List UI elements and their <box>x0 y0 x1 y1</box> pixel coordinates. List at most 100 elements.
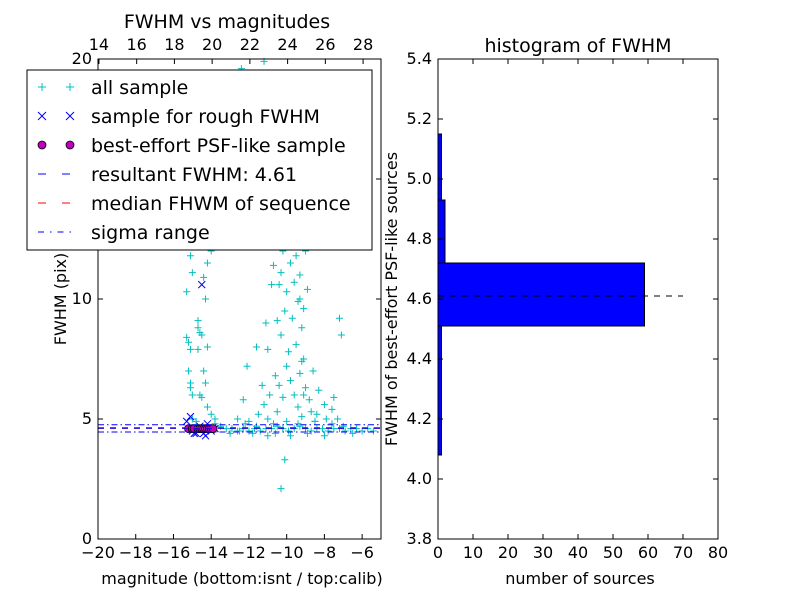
all-sample-point <box>283 362 291 370</box>
y-tick-label: 5.2 <box>407 109 432 128</box>
all-sample-point <box>288 314 296 322</box>
top-tick-label: 24 <box>277 35 297 54</box>
all-sample-point <box>300 391 308 399</box>
legend: all sample sample for rough FWHM best-effo… <box>26 69 373 251</box>
all-sample-point <box>277 331 285 339</box>
all-sample-point <box>192 417 200 425</box>
all-sample-point <box>273 408 281 416</box>
x-tick-label: −18 <box>119 543 153 562</box>
all-sample-point <box>200 273 208 281</box>
all-sample-point <box>198 393 206 401</box>
all-sample-point <box>275 381 283 389</box>
all-sample-point <box>296 295 304 303</box>
left-chart-title: FWHM vs magnitudes <box>124 11 330 33</box>
all-sample-point <box>285 348 293 356</box>
all-sample-point <box>283 288 291 296</box>
top-tick-label: 26 <box>315 35 335 54</box>
all-sample-point <box>303 285 311 293</box>
all-sample-point <box>290 391 298 399</box>
all-sample-point <box>203 403 211 411</box>
all-sample-point <box>320 401 328 409</box>
legend-label: median FHWM of sequence <box>91 193 351 215</box>
histogram-bar <box>437 262 645 327</box>
legend-entry: all sample <box>38 77 188 99</box>
top-tick-label: 14 <box>89 35 109 54</box>
legend-box <box>26 69 373 251</box>
top-tick-label: 22 <box>240 35 260 54</box>
all-sample-point <box>245 417 253 425</box>
all-sample-point <box>245 427 253 435</box>
all-sample-point <box>281 456 289 464</box>
top-tick-label: 28 <box>353 35 373 54</box>
y-tick-label: 5.0 <box>407 169 432 188</box>
x-tick-label: −12 <box>232 543 266 562</box>
all-sample-point <box>283 417 291 425</box>
x-tick-label: 30 <box>533 543 553 562</box>
all-sample-point <box>200 367 208 375</box>
all-sample-point <box>298 324 306 332</box>
all-sample-point <box>322 415 330 423</box>
rough-sample-point <box>182 417 191 426</box>
x-tick-label: 10 <box>463 543 483 562</box>
all-sample-point <box>292 252 300 260</box>
all-sample-point <box>286 432 294 440</box>
all-sample-point <box>264 415 272 423</box>
x-tick-label: 20 <box>498 543 518 562</box>
all-sample-point <box>303 429 311 437</box>
all-sample-point <box>279 393 287 401</box>
all-sample-point <box>254 410 262 418</box>
legend-marker <box>37 140 47 150</box>
all-sample-point <box>234 415 242 423</box>
rough-sample-point <box>201 431 210 440</box>
top-tick-label: 18 <box>164 35 184 54</box>
legend-label: resultant FWHM: 4.61 <box>91 164 297 186</box>
legend-entry: median FHWM of sequence <box>38 193 351 215</box>
all-sample-point <box>269 420 277 428</box>
all-sample-point <box>236 427 243 435</box>
top-tick-label: 16 <box>126 35 146 54</box>
legend-label: sample for rough FWHM <box>91 106 320 128</box>
y-tick-label: 4.4 <box>407 349 432 368</box>
all-sample-point <box>194 317 202 325</box>
x-tick-label: −16 <box>157 543 191 562</box>
left-y-axis-label: FWHM (pix) <box>51 253 70 346</box>
all-sample-point <box>273 422 281 430</box>
right-chart-title: histogram of FWHM <box>484 35 671 57</box>
all-sample-point <box>335 314 343 322</box>
all-sample-point <box>320 432 328 440</box>
x-tick-label: −8 <box>313 543 337 562</box>
all-sample-point <box>194 345 202 353</box>
all-sample-point <box>341 427 349 435</box>
y-tick-label: 10 <box>72 289 92 308</box>
all-sample-point <box>241 420 249 428</box>
all-sample-point <box>198 331 206 339</box>
y-tick-label: 4.8 <box>407 229 432 248</box>
left-x-axis-ticks: −20 −18 −16 −14 −12 −10 −8 −6 <box>81 534 374 562</box>
rough-sample-point <box>197 280 206 289</box>
all-sample-point <box>185 338 193 346</box>
all-sample-point <box>260 401 268 409</box>
all-sample-point <box>185 367 193 375</box>
x-tick-label: 40 <box>568 543 588 562</box>
legend-marker <box>66 83 74 91</box>
all-sample-point <box>328 405 336 413</box>
all-sample-point <box>202 379 210 387</box>
legend-entry: sigma range <box>38 222 210 244</box>
x-tick-label: 0 <box>433 543 443 562</box>
all-sample-point <box>305 396 313 404</box>
all-sample-point <box>296 271 304 279</box>
all-sample-point <box>277 485 285 493</box>
all-sample-point <box>277 269 285 277</box>
y-tick-label: 4.0 <box>407 469 432 488</box>
all-sample-point <box>300 305 308 313</box>
all-sample-point <box>186 384 194 392</box>
all-sample-point <box>298 357 306 365</box>
all-sample-point <box>286 259 294 267</box>
legend-marker <box>65 111 75 121</box>
all-sample-point <box>311 417 319 425</box>
histogram-bars <box>437 133 645 456</box>
x-tick-label: −6 <box>350 543 374 562</box>
x-tick-label: −14 <box>194 543 228 562</box>
all-sample-point <box>349 429 357 437</box>
